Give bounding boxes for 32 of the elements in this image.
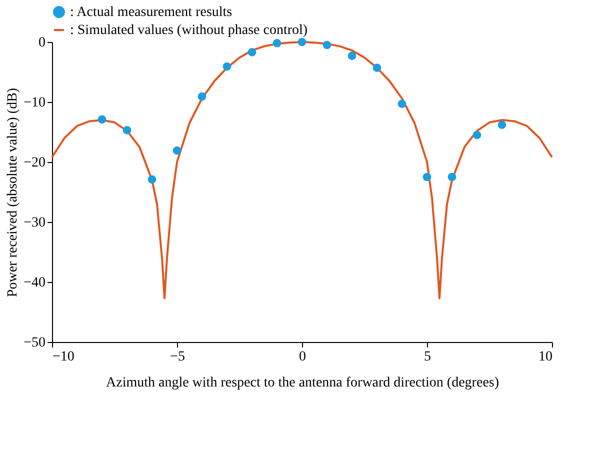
point [248, 48, 256, 56]
y-tick-label: 0 [38, 36, 46, 50]
y-tick-label: −20 [24, 156, 46, 170]
point [398, 100, 406, 108]
y-tick-label: −10 [24, 96, 46, 110]
x-axis-title: Azimuth angle with respect to the antenna forward direction (degrees) [106, 376, 500, 390]
x-tick-label: −5 [170, 350, 185, 364]
x-tick-label: 10 [538, 350, 552, 364]
point [372, 64, 382, 72]
legend-label: : Actual measurement results [70, 5, 232, 20]
x-tick-label: −10 [52, 350, 74, 364]
point [472, 130, 482, 140]
point [122, 126, 132, 134]
y-tick-label: −30 [24, 216, 46, 230]
series-label: : Simulated values (without phase control) [70, 23, 308, 38]
point [222, 62, 232, 71]
point [272, 39, 282, 48]
x-tick-label: 0 [299, 350, 306, 364]
point [498, 120, 506, 129]
y-axis-title: Power received (absolute value) (dB) [6, 88, 21, 298]
y-tick-label: −50 [24, 336, 46, 350]
y-tick-label: −40 [24, 276, 46, 290]
point [448, 172, 456, 182]
point [98, 115, 106, 124]
point [172, 146, 182, 155]
point [348, 52, 356, 60]
point [422, 172, 432, 182]
point [198, 92, 206, 101]
x-tick-label: 5 [424, 350, 431, 364]
point [148, 175, 156, 184]
point [322, 40, 332, 50]
point [298, 38, 306, 46]
